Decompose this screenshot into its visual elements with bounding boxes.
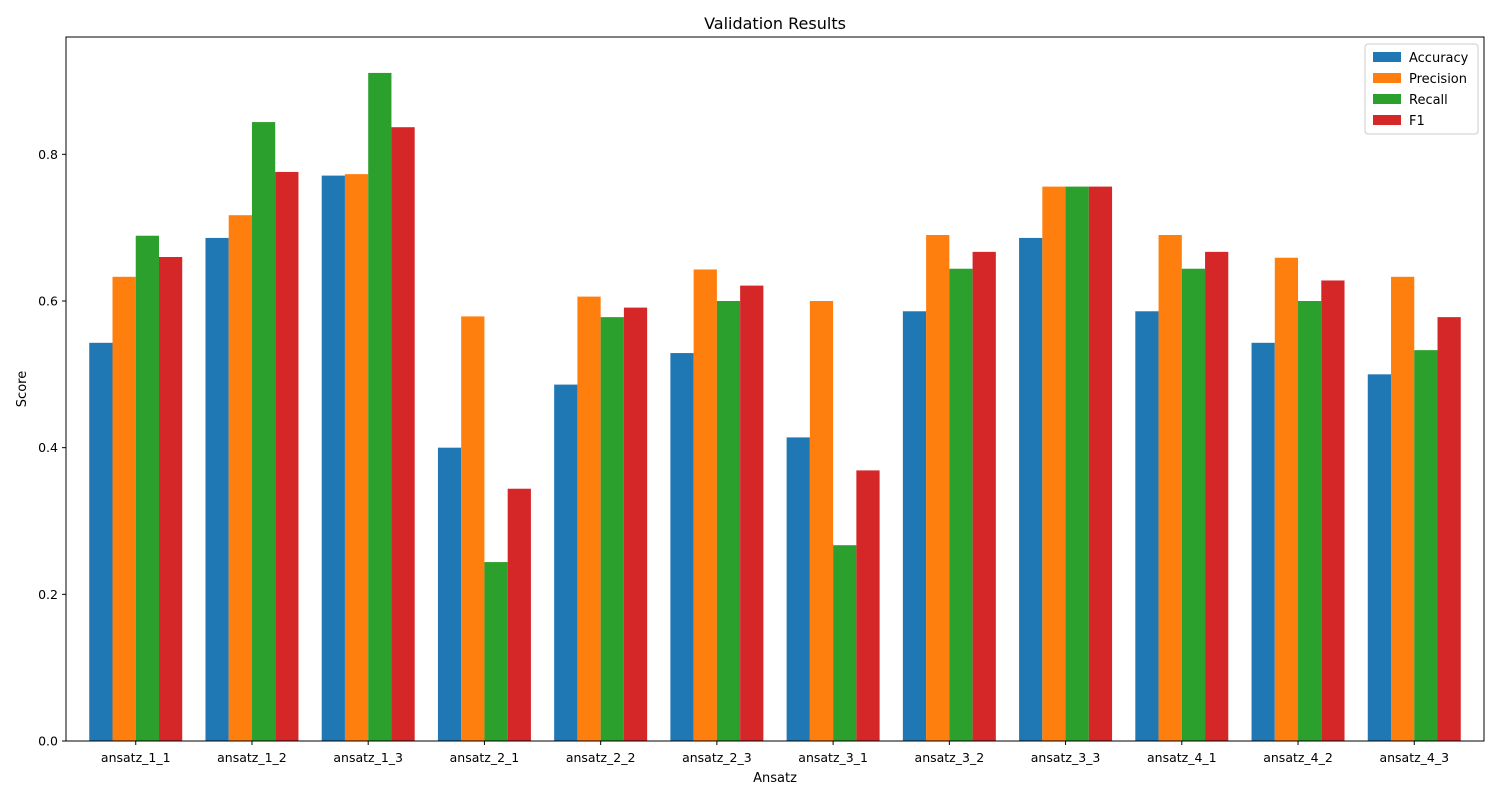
bar-recall-ansatz_1_2 (251, 122, 276, 741)
plot-area (65, 36, 1485, 742)
bar-recall-ansatz_4_3 (1414, 350, 1438, 741)
x-tick-label-ansatz_3_3: ansatz_3_3 (1031, 750, 1101, 765)
legend-label-accuracy: Accuracy (1409, 51, 1469, 66)
x-tick-label-ansatz_2_2: ansatz_2_2 (566, 750, 636, 765)
y-tick-label: 0.4 (38, 440, 58, 455)
y-tick-label: 0.0 (38, 734, 58, 749)
x-tick-label-ansatz_3_1: ansatz_3_1 (798, 750, 868, 765)
legend-label-precision: Precision (1409, 72, 1467, 87)
legend-swatch-recall (1373, 94, 1401, 104)
bar-recall-ansatz_2_3 (716, 301, 741, 741)
bar-f1-ansatz_2_2 (623, 307, 648, 741)
x-axis: ansatz_1_1 ansatz_1_2 ansatz_1_3 ansatz_2_1… (101, 741, 1449, 765)
bar-f1-ansatz_4_3 (1437, 317, 1461, 741)
y-tick-label: 0.6 (38, 294, 58, 309)
x-tick-label-ansatz_4_3: ansatz_4_3 (1379, 750, 1449, 765)
bar-accuracy-ansatz_2_3 (670, 353, 694, 741)
bar-precision-ansatz_3_1 (809, 301, 834, 741)
bar-f1-ansatz_3_1 (856, 470, 880, 741)
bar-precision-ansatz_4_1 (1158, 235, 1182, 741)
y-axis-label: Score (15, 371, 30, 407)
bar-precision-ansatz_4_2 (1274, 257, 1299, 741)
y-tick-label: 0.8 (38, 147, 58, 162)
bar-accuracy-ansatz_3_2 (902, 311, 927, 741)
bar-f1-ansatz_3_3 (1088, 186, 1113, 742)
bar-accuracy-ansatz_4_1 (1135, 311, 1159, 741)
legend-box (1364, 43, 1479, 135)
bar-f1-ansatz_2_1 (507, 488, 531, 741)
bar-precision-ansatz_2_3 (693, 269, 717, 741)
bar-accuracy-ansatz_1_1 (89, 342, 113, 741)
bar-f1-ansatz_1_1 (158, 257, 183, 741)
x-tick-label-ansatz_4_1: ansatz_4_1 (1147, 750, 1217, 765)
bar-recall-ansatz_4_1 (1181, 268, 1206, 741)
bar-recall-ansatz_1_3 (368, 72, 392, 742)
x-tick-label-ansatz_2_3: ansatz_2_3 (682, 750, 752, 765)
legend-swatch-precision (1373, 73, 1401, 83)
bar-f1-ansatz_1_2 (275, 171, 299, 741)
bar-f1-ansatz_4_2 (1321, 280, 1345, 741)
bar-accuracy-ansatz_3_3 (1019, 237, 1043, 741)
bar-f1-ansatz_3_2 (972, 251, 996, 741)
bar-recall-ansatz_4_2 (1298, 301, 1322, 741)
bar-accuracy-ansatz_2_1 (437, 447, 462, 741)
bar-accuracy-ansatz_3_1 (786, 437, 810, 741)
bar-f1-ansatz_2_3 (740, 285, 764, 741)
x-tick-label-ansatz_2_1: ansatz_2_1 (450, 750, 520, 765)
bar-accuracy-ansatz_4_2 (1251, 342, 1275, 741)
legend-swatch-accuracy (1373, 52, 1401, 62)
legend: Accuracy Precision Recall F1 (1364, 43, 1479, 135)
bar-recall-ansatz_3_2 (949, 268, 973, 741)
bar-precision-ansatz_1_1 (112, 276, 136, 741)
bar-precision-ansatz_4_3 (1391, 276, 1415, 741)
legend-swatch-f1 (1373, 115, 1401, 125)
bar-recall-ansatz_3_3 (1065, 186, 1089, 742)
x-tick-label-ansatz_3_2: ansatz_3_2 (915, 750, 985, 765)
bar-recall-ansatz_1_1 (135, 235, 159, 742)
bar-recall-ansatz_3_1 (833, 545, 857, 741)
bar-f1-ansatz_1_3 (391, 127, 415, 741)
legend-label-f1: F1 (1409, 114, 1425, 129)
bar-recall-ansatz_2_2 (600, 317, 624, 741)
bar-precision-ansatz_3_2 (926, 235, 950, 741)
bar-accuracy-ansatz_1_2 (205, 237, 229, 741)
chart-title: Validation Results (704, 14, 846, 33)
legend-label-recall: Recall (1409, 93, 1448, 108)
y-axis: 0.0 0.2 0.4 0.6 0.8 (38, 147, 66, 749)
bar-f1-ansatz_4_1 (1205, 251, 1229, 741)
x-tick-label-ansatz_1_2: ansatz_1_2 (217, 750, 287, 765)
bar-precision-ansatz_1_3 (344, 174, 369, 741)
bar-recall-ansatz_2_1 (484, 562, 508, 741)
bar-accuracy-ansatz_2_2 (554, 384, 578, 741)
bar-accuracy-ansatz_1_3 (321, 175, 345, 742)
bar-precision-ansatz_1_2 (228, 215, 252, 741)
y-tick-label: 0.2 (38, 587, 58, 602)
bar-precision-ansatz_3_3 (1042, 186, 1066, 742)
x-tick-label-ansatz_1_3: ansatz_1_3 (333, 750, 403, 765)
bar-precision-ansatz_2_1 (461, 316, 485, 741)
bar-precision-ansatz_2_2 (577, 296, 601, 741)
axes-frame (65, 36, 1485, 742)
x-tick-label-ansatz_4_2: ansatz_4_2 (1263, 750, 1333, 765)
x-tick-label-ansatz_1_1: ansatz_1_1 (101, 750, 171, 765)
bar-accuracy-ansatz_4_3 (1367, 374, 1392, 741)
x-axis-label: Ansatz (753, 771, 797, 786)
